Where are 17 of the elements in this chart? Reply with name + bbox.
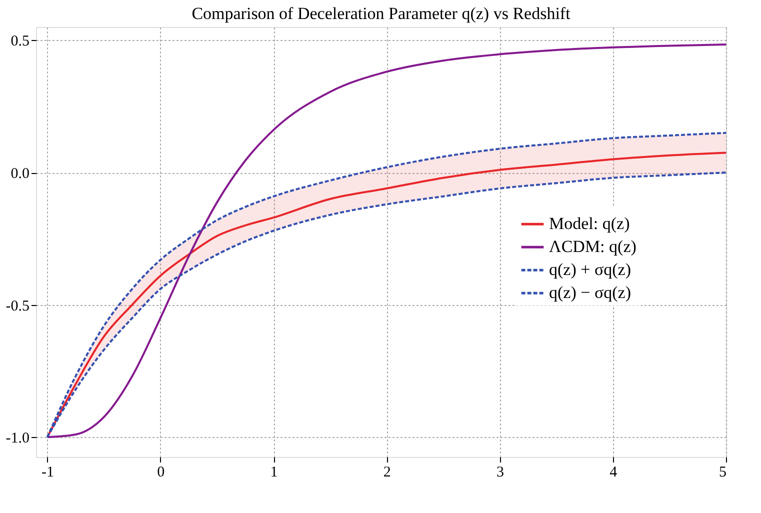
- y-tick-label: -0.5: [6, 298, 30, 314]
- x-tick-label: 2: [383, 464, 391, 480]
- y-tick-label: 0.0: [10, 166, 30, 182]
- y-tick-label: -1.0: [6, 430, 30, 447]
- legend-label: q(z) + σq(z): [549, 260, 631, 280]
- legend-label: Model: q(z): [549, 214, 630, 234]
- y-tick-label: 0.5: [10, 34, 30, 50]
- x-tick-label: 4: [610, 464, 618, 480]
- x-tick-label: 5: [719, 464, 726, 480]
- chart-title: Comparison of Deceleration Parameter q(z) vs Redshift: [192, 4, 571, 23]
- line-series: [46, 43, 727, 438]
- legend-label: ΛCDM: q(z): [549, 237, 636, 256]
- legend-label: q(z) − σq(z): [549, 283, 631, 302]
- x-tick-label: 3: [496, 464, 504, 480]
- x-tick-label: 1: [270, 464, 278, 480]
- x-tick-label: -1: [42, 464, 54, 480]
- x-tick-label: 0: [157, 464, 165, 480]
